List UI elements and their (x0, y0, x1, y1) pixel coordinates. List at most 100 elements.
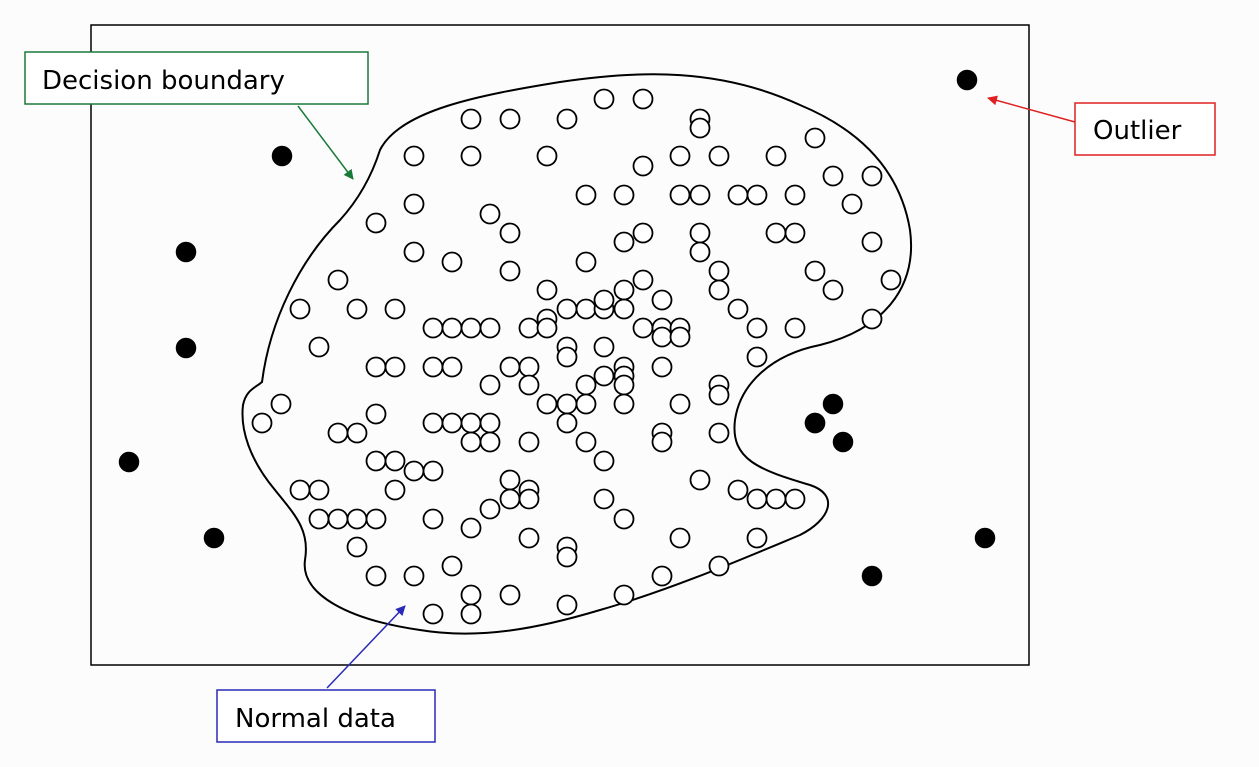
normal-point (499, 488, 521, 510)
normal-point (784, 184, 806, 206)
plot-frame (90, 24, 1030, 666)
normal-point (632, 88, 654, 110)
normal-point (669, 527, 691, 549)
normal-point (536, 145, 558, 167)
normal-point (441, 356, 463, 378)
normal-point (841, 193, 863, 215)
normal-point (308, 336, 330, 358)
normal-point (460, 584, 482, 606)
normal-point (518, 374, 540, 396)
normal-point (308, 479, 330, 501)
normal-point (632, 269, 654, 291)
normal-point (536, 279, 558, 301)
normal-point (575, 431, 597, 453)
normal-point (365, 565, 387, 587)
outlier-arrow (987, 95, 1076, 123)
outlier-point (271, 145, 293, 167)
normal-point (632, 317, 654, 339)
outlier-point (175, 337, 197, 359)
normal-point (556, 412, 578, 434)
normal-point (861, 231, 883, 253)
normal-point (460, 145, 482, 167)
normal-data-callout: Normal data (216, 605, 436, 743)
normal-point (499, 108, 521, 130)
outlier-point (974, 527, 996, 549)
normal-point (270, 393, 292, 415)
normal-point (327, 508, 349, 530)
normal-point (651, 431, 673, 453)
normal-point (499, 222, 521, 244)
outlier-point (118, 451, 140, 473)
normal-point (651, 565, 673, 587)
normal-point (365, 356, 387, 378)
normal-point (689, 117, 711, 139)
normal-point (518, 431, 540, 453)
normal-point (422, 412, 444, 434)
normal-point (669, 184, 691, 206)
normal-point (518, 356, 540, 378)
normal-point (518, 488, 540, 510)
normal-point (822, 279, 844, 301)
normal-point (460, 603, 482, 625)
normal-point (403, 460, 425, 482)
decision-boundary-curve (241, 73, 913, 635)
normal-point (479, 431, 501, 453)
outlier-point (956, 69, 978, 91)
normal-point (593, 365, 615, 387)
normal-point (613, 508, 635, 530)
normal-point (460, 517, 482, 539)
normal-point (804, 260, 826, 282)
normal-point (403, 193, 425, 215)
normal-data-arrow (326, 605, 406, 689)
decision-boundary-callout: Decision boundary (24, 51, 369, 180)
normal-point (651, 289, 673, 311)
normal-point (708, 279, 730, 301)
outlier-point (203, 527, 225, 549)
normal-point (575, 298, 597, 320)
normal-point (479, 412, 501, 434)
normal-point (384, 356, 406, 378)
normal-point (613, 584, 635, 606)
normal-point (708, 555, 730, 577)
normal-point (765, 145, 787, 167)
normal-point (536, 317, 558, 339)
normal-data-label: Normal data (235, 704, 396, 734)
normal-point (460, 108, 482, 130)
normal-point (861, 165, 883, 187)
decision-boundary-arrow (297, 105, 354, 180)
normal-point (499, 260, 521, 282)
normal-point (727, 298, 749, 320)
normal-point (784, 222, 806, 244)
normal-point (327, 422, 349, 444)
normal-point (689, 241, 711, 263)
normal-point (556, 298, 578, 320)
normal-point (613, 184, 635, 206)
normal-point (575, 184, 597, 206)
normal-point (441, 555, 463, 577)
normal-point (708, 422, 730, 444)
normal-point (784, 317, 806, 339)
normal-data-label-box (216, 689, 436, 743)
normal-point (689, 222, 711, 244)
normal-point (632, 222, 654, 244)
normal-point (689, 469, 711, 491)
outlier-points-group (118, 69, 996, 587)
normal-point (689, 184, 711, 206)
normal-point (346, 536, 368, 558)
decision-boundary-label: Decision boundary (42, 66, 285, 96)
normal-point (422, 356, 444, 378)
normal-point (746, 527, 768, 549)
normal-point (441, 251, 463, 273)
normal-point (479, 203, 501, 225)
normal-point (365, 508, 387, 530)
normal-point (518, 527, 540, 549)
normal-point (499, 356, 521, 378)
normal-point (746, 346, 768, 368)
decision-boundary-label-box (24, 51, 369, 105)
normal-point (441, 317, 463, 339)
normal-point (251, 412, 273, 434)
normal-point (499, 584, 521, 606)
normal-point (479, 498, 501, 520)
normal-point (804, 127, 826, 149)
normal-point (460, 412, 482, 434)
